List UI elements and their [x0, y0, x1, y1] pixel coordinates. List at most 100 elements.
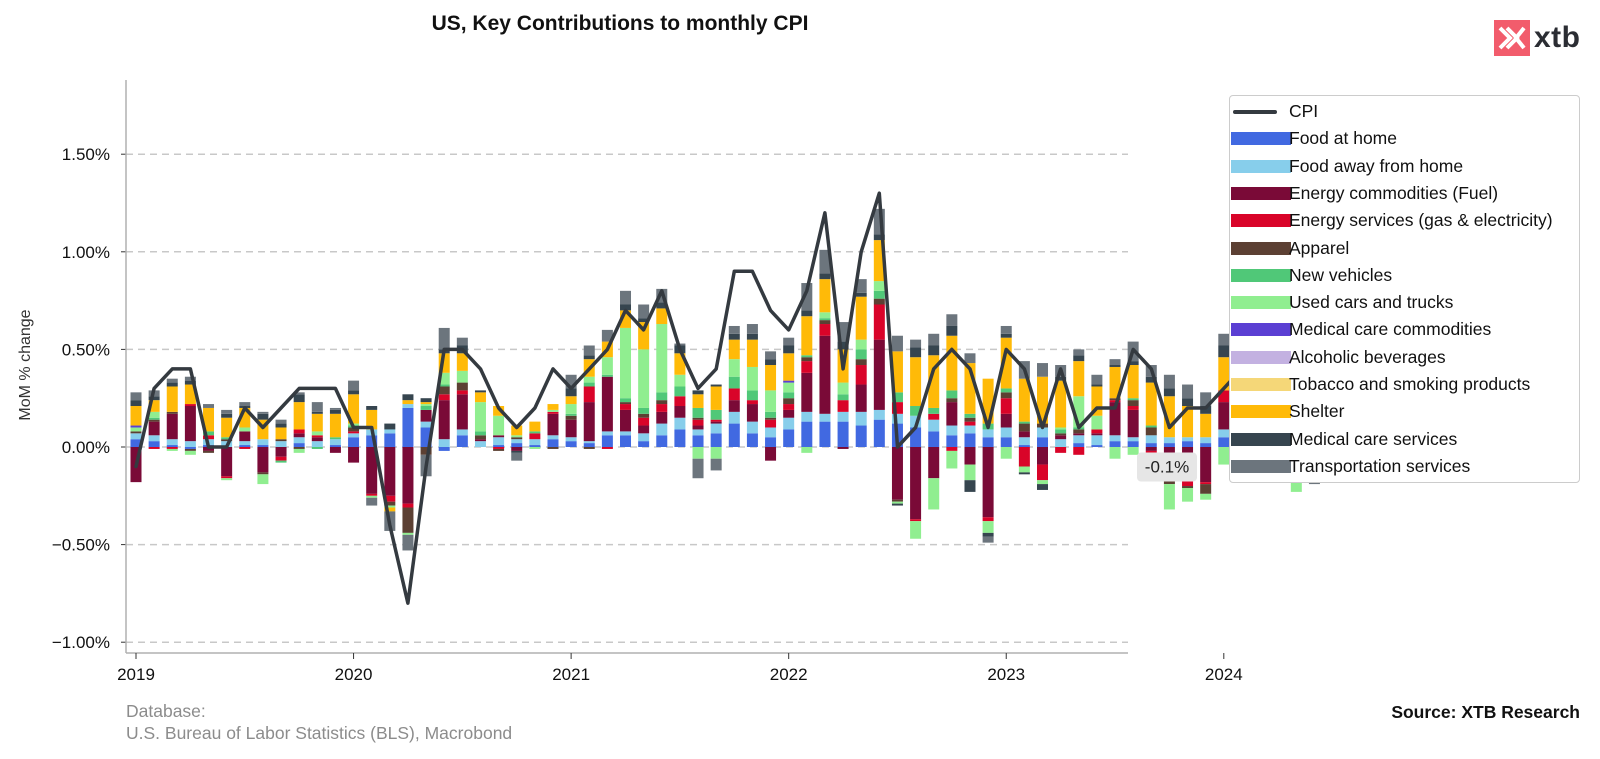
bar-segment: [1145, 450, 1157, 453]
bar-segment: [384, 495, 396, 502]
bar-segment: [1127, 409, 1139, 438]
bar-segment: [1182, 486, 1194, 488]
bar-segment: [855, 425, 867, 447]
bar-segment: [511, 450, 523, 453]
bar-segment: [511, 425, 523, 436]
bar-segment: [964, 433, 976, 447]
bar-segment: [474, 402, 486, 432]
bar-segment: [873, 339, 885, 410]
bar-segment: [656, 308, 668, 325]
bar-segment: [438, 353, 450, 373]
bar-segment: [547, 409, 559, 412]
bar-segment: [819, 421, 831, 447]
bar-segment: [819, 249, 831, 274]
bar-segment: [1000, 413, 1012, 428]
bar-segment: [547, 411, 559, 414]
bar-segment: [601, 447, 613, 449]
bar-segment: [783, 429, 795, 447]
bar-segment: [583, 447, 595, 449]
bar-segment: [1055, 439, 1067, 447]
bar-segment: [692, 429, 704, 436]
bar-segment: [891, 402, 903, 414]
bar-segment: [1037, 447, 1048, 465]
bar-segment: [166, 447, 178, 449]
bar-segment: [130, 406, 142, 426]
bar-segment: [982, 447, 994, 518]
bar-segment: [638, 417, 650, 426]
bar-segment: [728, 325, 740, 334]
legend-swatch: [1231, 241, 1291, 255]
bar-segment: [511, 437, 523, 440]
bar-segment: [366, 493, 378, 496]
bar-segment: [547, 439, 559, 447]
bar-segment: [873, 281, 885, 291]
bar-segment: [438, 394, 450, 401]
bar-segment: [801, 316, 813, 356]
y-tick-label: 1.50%: [62, 145, 110, 164]
bar-segment: [674, 396, 686, 407]
bar-segment: [638, 349, 650, 408]
legend-item: Tobacco and smoking products: [1230, 371, 1579, 398]
bar-segment: [293, 429, 305, 434]
bar-segment: [1127, 437, 1139, 442]
bar-segment: [203, 407, 215, 432]
bar-segment: [1091, 374, 1103, 385]
y-tick-label: 0.50%: [62, 340, 110, 359]
bar-segment: [910, 406, 922, 416]
bar-segment: [402, 400, 414, 405]
bar-segment: [1037, 427, 1048, 438]
bar-segment: [783, 417, 795, 430]
bar-segment: [910, 427, 922, 447]
bar-segment: [910, 357, 922, 407]
bar-segment: [946, 390, 958, 399]
bar-segment: [493, 435, 505, 438]
bar-segment: [456, 394, 468, 430]
bar-segment: [819, 312, 831, 319]
bar-segment: [1000, 325, 1012, 334]
bar-segment: [910, 521, 922, 539]
bar-segment: [1000, 447, 1012, 459]
bar-segment: [529, 433, 541, 440]
bar-segment: [638, 433, 650, 442]
bar-segment: [873, 208, 885, 235]
bar-segment: [148, 411, 160, 418]
bar-segment: [819, 324, 831, 336]
bar-segment: [148, 435, 160, 442]
bar-segment: [855, 365, 867, 385]
legend-swatch: [1231, 350, 1291, 364]
bar-segment: [964, 464, 976, 481]
bar-segment: [692, 390, 704, 395]
bar-segment: [601, 357, 613, 375]
bar-segment: [783, 409, 795, 418]
bar-segment: [239, 447, 251, 449]
bar-segment: [1073, 355, 1085, 362]
bar-segment: [910, 519, 922, 522]
bar-segment: [293, 447, 305, 449]
bar-segment: [855, 339, 867, 350]
bar-segment: [275, 423, 287, 428]
bar-segment: [946, 398, 958, 403]
bar-segment: [765, 411, 777, 418]
legend-label: Apparel: [1289, 237, 1350, 258]
bar-segment: [420, 404, 432, 407]
bar-segment: [493, 448, 505, 451]
bar-segment: [819, 413, 831, 422]
bar-segment: [765, 365, 777, 391]
bar-segment: [1037, 480, 1048, 485]
bar-segment: [348, 427, 360, 432]
bar-segment: [765, 417, 777, 420]
bar-segment: [710, 386, 722, 410]
x-tick-label: 2023: [987, 665, 1025, 684]
bar-segment: [837, 394, 849, 401]
bar-segment: [456, 390, 468, 395]
bar-segment: [184, 447, 196, 449]
bar-segment: [873, 419, 885, 447]
bar-segment: [456, 435, 468, 447]
bar-segment: [402, 407, 414, 447]
bar-segment: [783, 404, 795, 410]
legend-swatch: [1231, 432, 1291, 446]
bar-segment: [311, 441, 323, 447]
bar-segment: [565, 415, 577, 420]
bar-segment: [148, 417, 160, 420]
